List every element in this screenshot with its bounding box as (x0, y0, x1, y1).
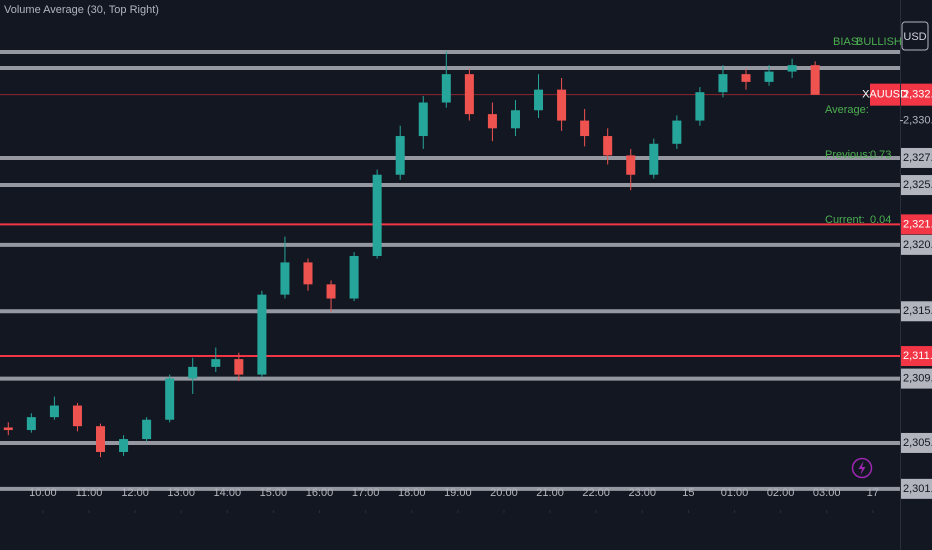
x-tick-label: 17 (867, 487, 879, 499)
x-tick-label: 20:00 (490, 487, 518, 499)
level-label-bg (901, 234, 932, 255)
level-label-bg (901, 432, 932, 453)
x-tick-label: 02:00 (767, 487, 795, 499)
candle-body (3, 427, 13, 431)
x-tick-label: 12:00 (121, 487, 149, 499)
candle-body (603, 136, 613, 156)
x-tick-label: 22:00 (582, 487, 610, 499)
level-label: 2,309.99 (903, 373, 932, 385)
candle-body (649, 143, 659, 175)
last-price-bg (901, 83, 932, 106)
candle-body (349, 255, 359, 299)
candle-body (326, 284, 336, 299)
candle-body (142, 419, 152, 440)
level-label-bg (901, 368, 932, 389)
candle-body (96, 426, 106, 452)
candle-body (557, 89, 567, 121)
level-label: 2,327.10 (903, 152, 932, 164)
candle-body (510, 110, 520, 129)
candle-body (718, 74, 728, 93)
level-label-bg (901, 301, 932, 322)
candle-body (257, 294, 267, 375)
level-label: 2,325.00 (903, 179, 932, 191)
x-tick-label: 15 (682, 487, 694, 499)
x-tick-label: 21:00 (536, 487, 564, 499)
x-tick-label: 10:00 (29, 487, 57, 499)
x-tick-label: 16:00 (306, 487, 334, 499)
candle-body (810, 65, 820, 95)
candle-body (372, 174, 382, 256)
level-label-bg (901, 214, 932, 235)
level-label-bg (901, 147, 932, 168)
candle-body (764, 71, 774, 82)
candle-body (787, 65, 797, 72)
indicator-current-value: 0.04 (870, 214, 891, 226)
level-label-bg (901, 175, 932, 196)
x-tick-label: 17:00 (352, 487, 380, 499)
candle-body (26, 417, 36, 431)
candle-body (418, 102, 428, 137)
candle-body (188, 366, 198, 379)
currency: USD (903, 31, 926, 43)
candle-body (211, 359, 221, 367)
last-price-label: 2,332.01 (903, 89, 932, 101)
candle-body (741, 74, 751, 82)
level-label-bg (901, 478, 932, 499)
icon-circle (851, 457, 873, 479)
indicator-bias-value: BULLISH (856, 36, 902, 48)
level-label: 2,315.21 (903, 305, 932, 317)
indicator-title: Volume Average (30, Top Right) (4, 4, 159, 16)
candle-body (165, 378, 175, 420)
indicator-bias-label: BIAS: (833, 36, 861, 48)
candle-body (441, 74, 451, 103)
candle-body (534, 89, 544, 111)
x-tick-label: 11:00 (76, 487, 103, 499)
candle-body (626, 155, 636, 175)
candle-body (580, 120, 590, 137)
indicator-previous-label: Previous: (825, 149, 871, 161)
indicator-current-label: Current: (825, 214, 865, 226)
candle-body (49, 405, 59, 418)
candle-body (464, 74, 474, 115)
candle-body (119, 439, 129, 452)
x-tick-label: 15:00 (260, 487, 288, 499)
symbol-tag: XAUUSD (862, 89, 908, 101)
candle-body (395, 136, 405, 175)
indicator-average-label: Average: (825, 104, 869, 116)
alert-icon[interactable] (851, 457, 873, 479)
currency-box[interactable] (901, 21, 929, 51)
x-tick-label: 13:00 (167, 487, 195, 499)
level-label: 2,320.36 (903, 239, 932, 251)
candle-body (280, 262, 290, 295)
x-tick-label: 18:00 (398, 487, 426, 499)
candle-body (303, 262, 313, 285)
level-label: 2,301.44 (903, 483, 932, 495)
symbol-tag-bg (870, 83, 900, 106)
x-tick-label: 01:00 (721, 487, 749, 499)
level-label: 2,321.95 (903, 218, 932, 230)
indicator-previous-value: 0.73 (870, 149, 891, 161)
level-label: 2,305.00 (903, 437, 932, 449)
level-label: 2,311.74 (903, 350, 932, 362)
plot (0, 49, 900, 491)
level-label-bg (901, 346, 932, 367)
candle-body (487, 114, 497, 129)
candle-body (695, 92, 705, 121)
candle-body (234, 359, 244, 375)
x-tick-label: 03:00 (813, 487, 841, 499)
x-tick-label: 14:00 (214, 487, 242, 499)
x-tick-label: 19:00 (444, 487, 472, 499)
candle-body (672, 120, 682, 144)
icon-bolt (858, 461, 866, 475)
y-tick-label: 2,330.00 (903, 114, 932, 126)
x-tick-label: 23:00 (628, 487, 656, 499)
candle-body (72, 405, 82, 427)
